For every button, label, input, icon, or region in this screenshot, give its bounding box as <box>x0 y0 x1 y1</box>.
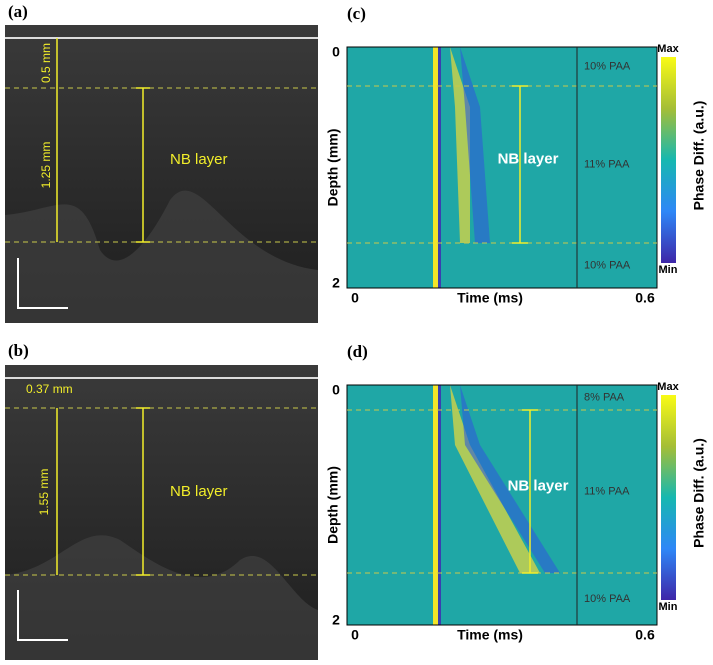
panel-label: (b) <box>8 341 29 360</box>
x-tick-label: 0.6 <box>635 627 655 643</box>
plot-frame <box>346 384 658 626</box>
thickness-label: 1.55 mm <box>37 469 51 516</box>
panel-label: (a) <box>8 2 28 21</box>
y-tick-label: 2 <box>332 275 340 291</box>
colorbar <box>661 395 676 600</box>
y-tick-label: 2 <box>332 612 340 628</box>
colorbar-label: Phase Diff. (a.u.) <box>691 438 707 548</box>
phase-map <box>347 47 657 288</box>
region-label: 10% PAA <box>584 593 631 605</box>
panel-label: (c) <box>347 4 366 23</box>
plot-frame <box>346 46 658 289</box>
x-tick-label: 0 <box>351 290 359 306</box>
thickness-label: 0.37 mm <box>26 382 73 396</box>
layer-label: NB layer <box>508 477 569 494</box>
wave-front <box>460 47 490 243</box>
thickness-label: 0.5 mm <box>39 43 53 83</box>
colorbar-min: Min <box>659 264 678 276</box>
x-tick-label: 0 <box>351 627 359 643</box>
region-label: 10% PAA <box>584 60 631 72</box>
y-axis-label: Depth (mm) <box>325 466 341 544</box>
layer-label: NB layer <box>170 151 228 168</box>
y-axis-label: Depth (mm) <box>325 129 341 207</box>
layer-label: NB layer <box>170 483 228 500</box>
region-label: 10% PAA <box>584 259 631 271</box>
y-tick-label: 0 <box>332 44 340 60</box>
x-axis-label: Time (ms) <box>457 290 523 306</box>
colorbar-max: Max <box>657 43 679 55</box>
colorbar-label: Phase Diff. (a.u.) <box>691 101 707 211</box>
wave-front <box>433 385 438 625</box>
region-label: 11% PAA <box>584 485 630 497</box>
wave-front <box>438 47 441 288</box>
region-label: 11% PAA <box>584 158 630 170</box>
wave-front <box>433 47 438 288</box>
thickness-label: 1.25 mm <box>39 142 53 189</box>
x-tick-label: 0.6 <box>635 290 655 306</box>
panel-label: (d) <box>347 342 368 361</box>
y-tick-label: 0 <box>332 382 340 398</box>
region-label: 8% PAA <box>584 391 625 403</box>
wave-front <box>438 385 441 625</box>
x-axis-label: Time (ms) <box>457 627 523 643</box>
colorbar-min: Min <box>659 601 678 613</box>
colorbar-max: Max <box>657 381 679 393</box>
layer-label: NB layer <box>498 150 559 167</box>
colorbar <box>661 57 676 263</box>
